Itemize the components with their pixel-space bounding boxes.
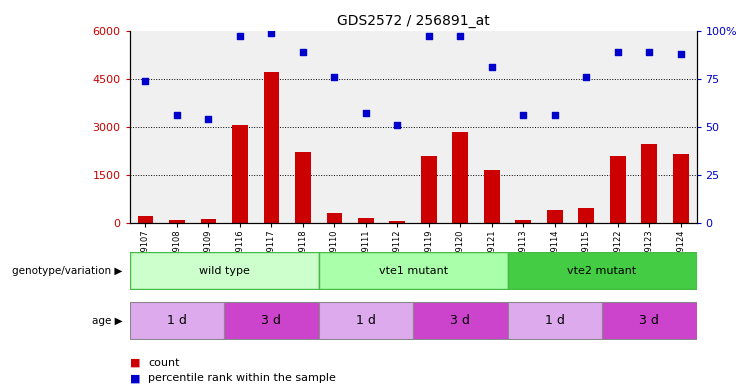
Text: percentile rank within the sample: percentile rank within the sample [148,373,336,383]
Point [391,122,403,128]
Bar [516,220,531,223]
Bar [169,220,185,223]
Point [202,116,214,122]
Text: 3 d: 3 d [262,314,282,327]
Bar [295,152,310,223]
Text: 1 d: 1 d [167,314,187,327]
Text: wild type: wild type [199,266,250,276]
Point [486,64,498,70]
Bar [232,125,247,223]
Point [643,49,655,55]
Bar [413,302,508,339]
Bar [508,302,602,339]
Bar [319,302,413,339]
Bar [642,144,657,223]
Bar [421,156,436,223]
Point [675,51,687,57]
Text: vte2 mutant: vte2 mutant [568,266,637,276]
Bar [390,221,405,223]
Bar [610,156,625,223]
Text: 1 d: 1 d [545,314,565,327]
Bar [130,252,319,289]
Title: GDS2572 / 256891_at: GDS2572 / 256891_at [336,14,490,28]
Point [139,78,151,84]
Text: vte1 mutant: vte1 mutant [379,266,448,276]
Point [297,49,309,55]
Point [549,112,561,118]
Point [360,110,372,116]
Point [423,33,435,40]
Bar [673,154,688,223]
Bar [358,218,373,223]
Text: age ▶: age ▶ [92,316,122,326]
Point [517,112,529,118]
Point [612,49,624,55]
Point [265,30,277,36]
Point [454,33,466,40]
Point [580,74,592,80]
Bar [130,302,224,339]
Text: 3 d: 3 d [451,314,471,327]
Bar [327,213,342,223]
Text: 1 d: 1 d [356,314,376,327]
Text: count: count [148,358,180,368]
Bar [484,170,499,223]
Bar [453,131,468,223]
Bar [224,302,319,339]
Bar [319,252,508,289]
Point [328,74,340,80]
Bar [579,208,594,223]
Text: ■: ■ [130,358,140,368]
Bar [201,218,216,223]
Text: ■: ■ [130,373,140,383]
Bar [602,302,697,339]
Point [234,33,246,40]
Point [171,112,183,118]
Bar [547,210,562,223]
Text: genotype/variation ▶: genotype/variation ▶ [12,266,122,276]
Bar [508,252,697,289]
Text: 3 d: 3 d [639,314,659,327]
Bar [264,72,279,223]
Bar [138,216,153,223]
